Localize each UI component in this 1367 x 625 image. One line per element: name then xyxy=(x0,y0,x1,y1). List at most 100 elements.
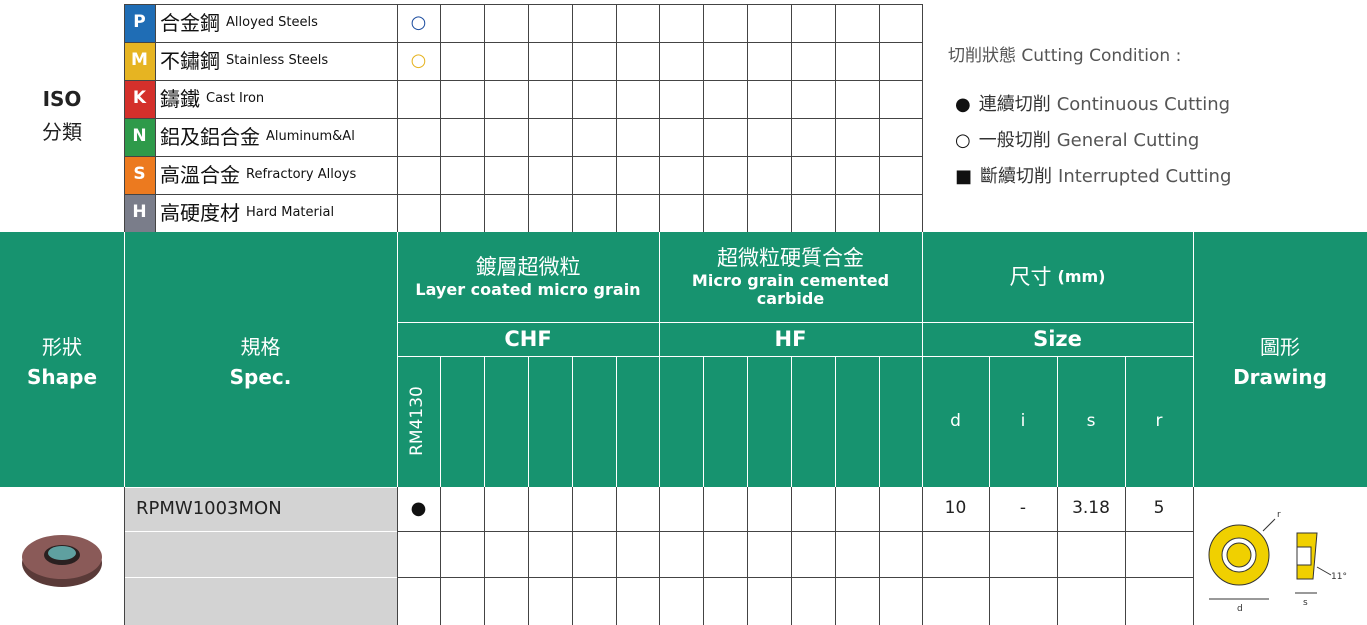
v-line xyxy=(616,356,617,487)
v-line xyxy=(747,487,748,625)
h-line xyxy=(124,42,922,43)
v-line xyxy=(879,487,880,625)
size-value-text: 3.18 xyxy=(1072,498,1110,519)
iso-letter-text: K xyxy=(132,88,147,109)
v-line xyxy=(835,4,836,232)
grade-name: RM4130 xyxy=(406,361,430,481)
spec-title-text: 規格 xyxy=(240,334,281,359)
spec-value-text: RPMW1003MON xyxy=(136,497,282,519)
legend-symbol: ○ xyxy=(955,129,971,151)
v-line xyxy=(528,356,529,487)
legend-name-en: General Cutting xyxy=(1056,129,1200,151)
v-line xyxy=(879,4,880,232)
group-name-en: Layer coated micro grain xyxy=(415,279,641,299)
v-line xyxy=(528,4,529,232)
shape-title-en: Shape xyxy=(0,362,124,392)
label-angle: 11° xyxy=(1331,572,1347,582)
v-line xyxy=(440,487,441,625)
material-name-en: Refractory Alloys xyxy=(246,166,357,182)
v-line xyxy=(922,487,923,625)
spec-cell xyxy=(125,578,397,625)
h-line xyxy=(124,156,922,157)
size-value-text: 10 xyxy=(944,498,967,519)
shape-title-text: 形狀 xyxy=(42,334,82,359)
v-line xyxy=(659,356,660,487)
iso-mark-text: ○ xyxy=(410,11,427,33)
group-code-text: HF xyxy=(774,326,807,351)
iso-mark-text: ○ xyxy=(410,49,427,71)
spec-cell xyxy=(125,532,397,577)
legend-item: ● 連續切削 Continuous Cutting xyxy=(955,90,1355,120)
v-line xyxy=(397,4,398,232)
iso-material: 合金鋼 Alloyed Steels xyxy=(160,4,397,42)
size-value: 10 xyxy=(922,487,989,531)
iso-letter-bg xyxy=(124,118,155,156)
size-unit: (mm) xyxy=(1057,266,1106,286)
iso-letter: N xyxy=(124,118,155,156)
h-line xyxy=(124,4,922,5)
legend-name: 斷續切削 xyxy=(980,165,1053,187)
v-line xyxy=(1125,487,1126,625)
size-col: r xyxy=(1125,400,1193,444)
group-title: 超微粒硬質合金 Micro grain cemented carbide xyxy=(667,234,914,320)
label-d: d xyxy=(1237,604,1243,614)
v-line xyxy=(1193,487,1194,625)
iso-letter-text: N xyxy=(132,126,147,147)
spec-title: 規格 xyxy=(124,332,397,362)
iso-letter-text: M xyxy=(131,50,148,71)
insert-photo xyxy=(22,535,102,587)
legend-item: ○ 一般切削 General Cutting xyxy=(955,126,1355,156)
group-code-text: CHF xyxy=(504,326,552,351)
material-name-en: Hard Material xyxy=(246,204,335,220)
material-name-en: Alloyed Steels xyxy=(226,14,318,30)
iso-subtitle: 分類 xyxy=(0,118,124,146)
iso-mark: ○ xyxy=(397,42,440,80)
material-name: 合金鋼 xyxy=(160,10,220,35)
material-name-en: Cast Iron xyxy=(206,90,265,106)
spec-title-en-text: Spec. xyxy=(229,364,292,389)
iso-letter: K xyxy=(124,80,155,118)
v-line xyxy=(703,356,704,487)
spec-title-en: Spec. xyxy=(124,362,397,392)
size-value: - xyxy=(989,487,1057,531)
size-title-en-text: Size xyxy=(1033,326,1082,351)
legend-name: 連續切削 xyxy=(978,93,1051,115)
legend-name: 一般切削 xyxy=(978,129,1051,151)
material-name: 鋁及鋁合金 xyxy=(160,124,260,149)
iso-letter-bg xyxy=(124,156,155,194)
v-line xyxy=(791,356,792,487)
v-line xyxy=(703,4,704,232)
legend-name-en: Interrupted Cutting xyxy=(1058,165,1232,187)
iso-letter-bg xyxy=(124,4,155,42)
iso-letter: P xyxy=(124,4,155,42)
iso-letter-text: H xyxy=(132,202,147,223)
v-line xyxy=(835,487,836,625)
v-line xyxy=(440,4,441,232)
iso-letter-bg xyxy=(124,42,155,80)
v-line xyxy=(1057,356,1058,487)
legend-symbol: ● xyxy=(955,93,971,115)
iso-letter-bg xyxy=(124,194,155,232)
v-line xyxy=(1125,356,1126,487)
h-line xyxy=(397,322,1193,323)
size-value: 3.18 xyxy=(1057,487,1125,531)
v-line xyxy=(922,356,923,487)
legend-title-text: 切削狀態 Cutting Condition : xyxy=(948,46,1182,67)
iso-mark: ○ xyxy=(397,4,440,42)
v-line xyxy=(835,356,836,487)
drawing-title-text: 圖形 xyxy=(1260,334,1300,359)
v-line xyxy=(659,487,660,625)
size-col-text: s xyxy=(1086,411,1096,432)
size-value: 5 xyxy=(1125,487,1193,531)
label-r: r xyxy=(1277,510,1281,520)
group-title: 鍍層超微粒 Layer coated micro grain xyxy=(405,234,651,320)
v-line xyxy=(484,4,485,232)
h-line xyxy=(397,531,1193,532)
material-name: 鑄鐵 xyxy=(160,86,200,111)
v-line xyxy=(124,487,125,625)
size-title-en: Size xyxy=(922,322,1193,356)
shape-title-en-text: Shape xyxy=(26,364,98,389)
v-line xyxy=(572,487,573,625)
group-code: CHF xyxy=(397,322,659,356)
iso-letter-text: P xyxy=(133,12,146,33)
